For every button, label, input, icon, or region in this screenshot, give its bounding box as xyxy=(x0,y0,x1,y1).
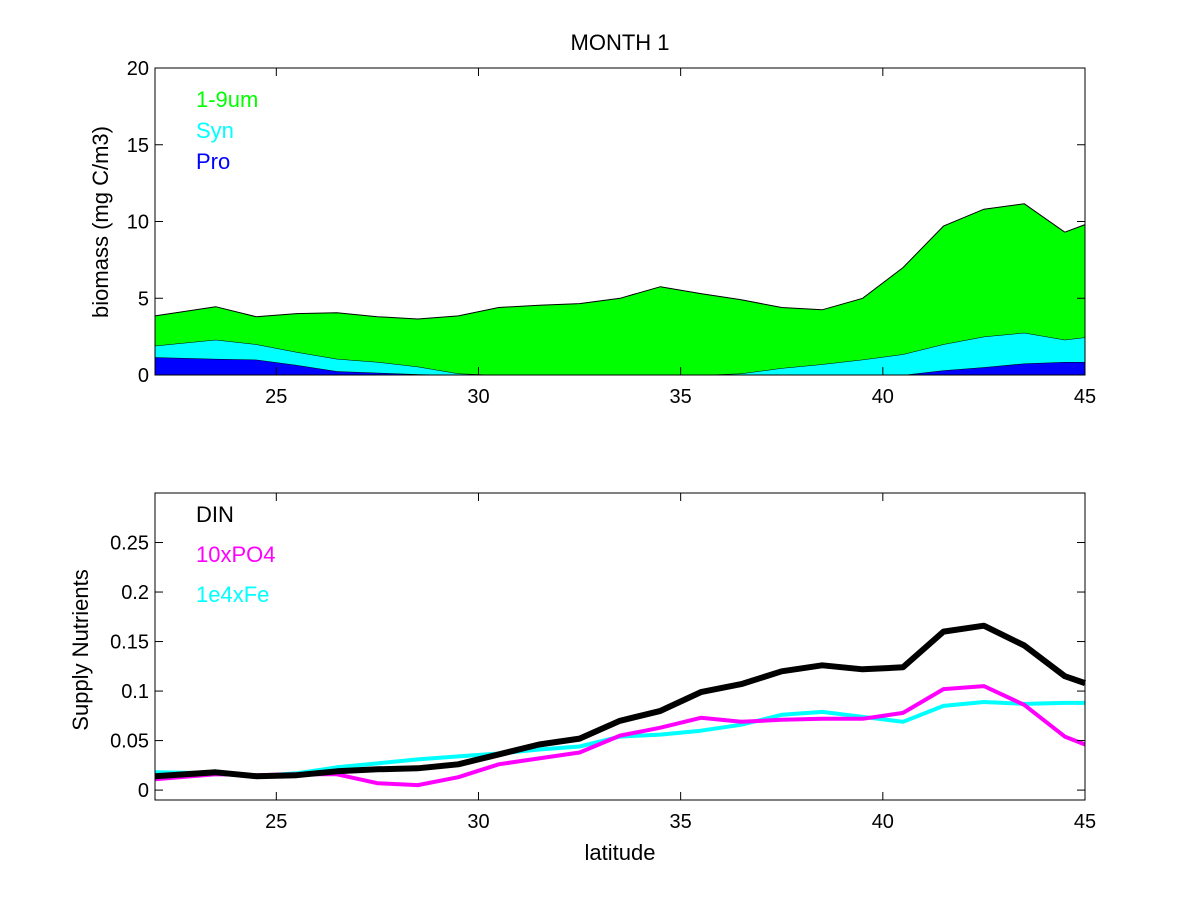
chart-title: MONTH 1 xyxy=(571,30,670,55)
x-tick-label: 40 xyxy=(872,811,894,833)
nutrient-ticks: 25 30 35 40 45 0 0.05 0.1 0.15 0.2 0.25 xyxy=(110,493,1096,833)
y-tick-label: 20 xyxy=(127,58,149,80)
x-tick-label: 45 xyxy=(1074,386,1096,408)
legend-1e4xfe: 1e4xFe xyxy=(196,582,269,607)
y-tick-label: 0.2 xyxy=(121,582,149,604)
y-tick-label: 10 xyxy=(127,212,149,234)
biomass-axes-box xyxy=(154,67,1086,376)
y-tick-label: 0 xyxy=(138,780,149,802)
y-tick-label: 5 xyxy=(138,288,149,310)
area-edge-1-9um xyxy=(154,203,1086,320)
x-axis-label: latitude xyxy=(585,840,656,865)
area-syn xyxy=(155,332,1085,375)
x-tick-label: 25 xyxy=(265,386,287,408)
y-tick-label: 0.25 xyxy=(110,533,149,555)
biomass-panel: MONTH 1 25 30 35 40 45 0 5 10 15 20 biomass (mg C… xyxy=(88,30,1096,408)
x-tick-label: 45 xyxy=(1074,811,1096,833)
x-tick-label: 35 xyxy=(670,386,692,408)
line-din xyxy=(154,622,1086,780)
nutrients-panel: 25 30 35 40 45 0 0.05 0.1 0.15 0.2 0.25 Supply Nut… xyxy=(68,492,1096,865)
area-pro xyxy=(155,357,1085,375)
nutrient-legend: DIN 10xPO4 1e4xFe xyxy=(196,502,276,607)
area-1-9um xyxy=(155,203,1085,375)
x-tick-label: 40 xyxy=(872,386,894,408)
legend-syn: Syn xyxy=(196,118,234,143)
legend-din: DIN xyxy=(196,502,234,527)
y-axis-label-nutrients: Supply Nutrients xyxy=(68,569,93,730)
legend-10xpo4: 10xPO4 xyxy=(196,542,276,567)
line-1e4xfe xyxy=(154,700,1085,779)
y-tick-label: 0 xyxy=(138,365,149,387)
x-tick-label: 35 xyxy=(670,811,692,833)
legend-1-9um: 1-9um xyxy=(196,87,258,112)
x-tick-label: 30 xyxy=(467,811,489,833)
x-tick-label: 30 xyxy=(467,386,489,408)
y-axis-label: biomass (mg C/m3) xyxy=(88,126,113,318)
nutrient-axes-box xyxy=(154,492,1086,801)
nutrient-lines xyxy=(154,622,1086,788)
y-tick-label: 15 xyxy=(127,135,149,157)
y-tick-label: 0.1 xyxy=(121,681,149,703)
biomass-legend: 1-9um Syn Pro xyxy=(196,87,258,174)
x-tick-label: 25 xyxy=(265,811,287,833)
y-tick-label: 0.05 xyxy=(110,731,149,753)
y-tick-label: 0.15 xyxy=(110,632,149,654)
legend-pro: Pro xyxy=(196,149,230,174)
biomass-areas xyxy=(154,203,1086,376)
